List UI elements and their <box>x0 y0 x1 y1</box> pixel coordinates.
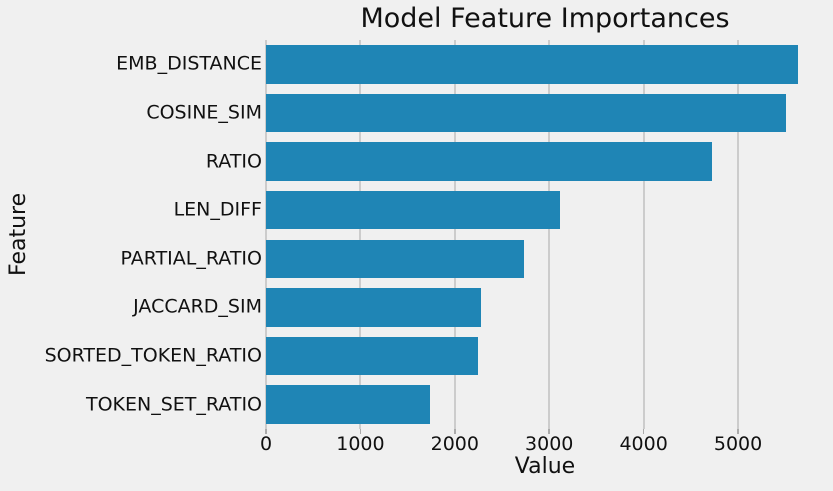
bar-ratio <box>266 142 712 181</box>
y-tick-label-sorted-token-ratio: SORTED_TOKEN_RATIO <box>44 344 262 367</box>
x-tick-mark-0 <box>265 428 267 434</box>
gridline-x-3000 <box>548 40 551 429</box>
x-tick-mark-5000 <box>737 428 739 434</box>
x-tick-label-1000: 1000 <box>336 433 385 455</box>
bar-emb-distance <box>266 45 798 84</box>
x-tick-mark-2000 <box>454 428 456 434</box>
gridline-x-1000 <box>359 40 362 429</box>
gridline-x-4000 <box>642 40 645 429</box>
y-tick-label-ratio: RATIO <box>205 150 262 173</box>
x-tick-mark-3000 <box>548 428 550 434</box>
chart-title: Model Feature Importances <box>360 3 730 34</box>
x-tick-label-5000: 5000 <box>713 433 763 455</box>
x-tick-label-3000: 3000 <box>525 433 574 455</box>
y-tick-label-cosine-sim: COSINE_SIM <box>146 101 262 124</box>
x-tick-label-2000: 2000 <box>430 433 479 455</box>
y-tick-label-emb-distance: EMB_DISTANCE <box>116 52 262 75</box>
gridline-x-0 <box>265 40 267 429</box>
y-tick-label-partial-ratio: PARTIAL_RATIO <box>120 247 262 270</box>
bar-partial-ratio <box>266 239 525 279</box>
x-tick-mark-1000 <box>359 428 362 434</box>
bar-token-set-ratio <box>266 385 431 424</box>
x-axis-label: Value <box>514 454 576 479</box>
bar-cosine-sim <box>266 93 787 133</box>
x-tick-mark-4000 <box>642 428 645 434</box>
y-tick-label-jaccard-sim: JACCARD_SIM <box>133 295 262 318</box>
bar-jaccard-sim <box>266 288 482 327</box>
gridline-x-5000 <box>737 40 740 429</box>
plot-area <box>265 40 823 429</box>
y-axis-label: Feature <box>6 192 31 277</box>
x-tick-label-4000: 4000 <box>619 433 668 455</box>
y-tick-label-token-set-ratio: TOKEN_SET_RATIO <box>85 393 262 416</box>
gridline-x-2000 <box>453 40 456 429</box>
bar-len-diff <box>266 190 561 230</box>
x-tick-label-0: 0 <box>259 433 273 455</box>
y-tick-label-len-diff: LEN_DIFF <box>173 198 262 221</box>
bar-sorted-token-ratio <box>266 336 479 376</box>
